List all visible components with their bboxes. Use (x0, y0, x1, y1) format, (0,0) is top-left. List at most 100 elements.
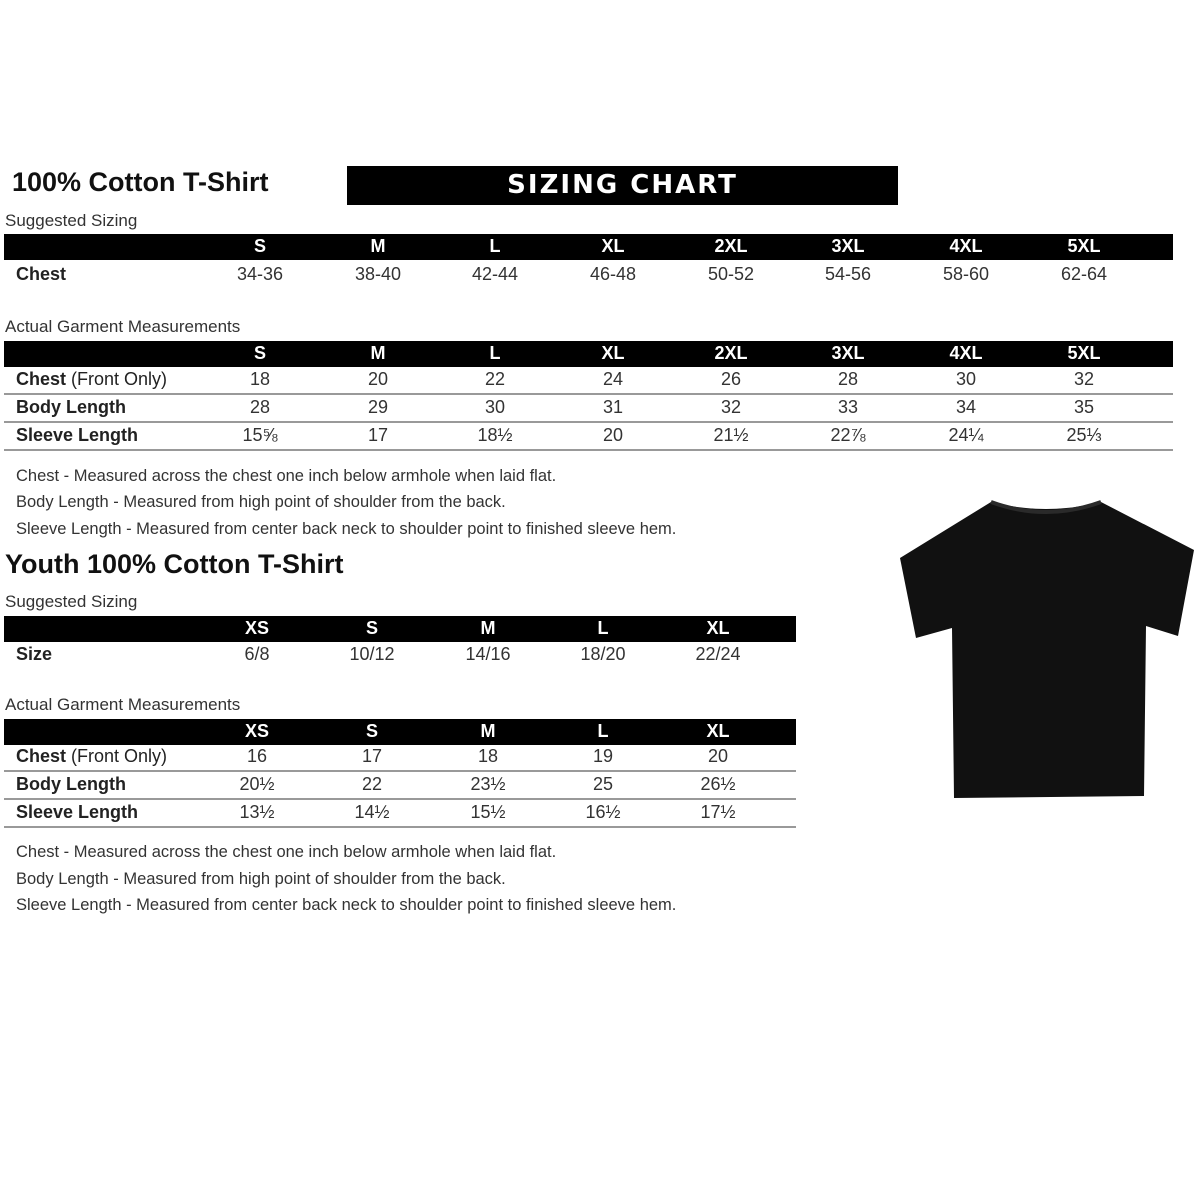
adult-suggested-size-header: 3XL (831, 236, 865, 256)
youth-suggested-cell: 22/24 (695, 644, 741, 664)
row-label-text: Chest (16, 369, 67, 389)
youth-actual-cell: 26½ (700, 774, 736, 794)
youth-actual-size-header: L (597, 721, 609, 741)
adult-suggested-size-header: S (253, 236, 267, 256)
adult-actual-cell: 20 (602, 425, 624, 445)
adult-suggested-cell: 54-56 (824, 264, 872, 284)
adult-suggested-header-bar (4, 234, 1173, 260)
adult-actual-cell: 24 (602, 369, 624, 389)
adult-actual-row-label: Sleeve Length (16, 425, 138, 446)
youth-suggested-row-label: Size (16, 644, 52, 665)
adult-suggested-size-header: 5XL (1067, 236, 1101, 256)
adult-actual-cell: 28 (837, 369, 859, 389)
youth-suggested-size-header: XS (244, 618, 270, 638)
adult-actual-cell: 32 (720, 397, 742, 417)
row-label-text: Chest (16, 264, 67, 284)
adult-actual-cell: 26 (720, 369, 742, 389)
adult-actual-cell: 35 (1073, 397, 1095, 417)
adult-suggested-size-header: M (370, 236, 386, 256)
adult-actual-size-header: M (370, 343, 386, 363)
row-label-text: Size (16, 644, 53, 664)
adult-suggested-cell: 34-36 (236, 264, 284, 284)
adult-actual-label: Actual Garment Measurements (5, 317, 241, 336)
youth-actual-size-header: M (480, 721, 496, 741)
youth-title: Youth 100% Cotton T-Shirt (5, 549, 344, 579)
adult-actual-cell: 28 (249, 397, 271, 417)
adult-suggested-cell: 58-60 (942, 264, 990, 284)
youth-actual-cell: 13½ (239, 802, 275, 822)
youth-suggested-size-header: S (365, 618, 379, 638)
adult-actual-cell: 31 (602, 397, 624, 417)
adult-actual-cell: 22⅞ (830, 425, 866, 445)
row-label-text: Sleeve Length (16, 802, 139, 822)
youth-actual-header-bar (4, 719, 796, 745)
row-label-suffix: (Front Only) (66, 369, 168, 389)
youth-suggested-size-header: L (597, 618, 609, 638)
youth-actual-size-header: S (365, 721, 379, 741)
youth-actual-cell: 18 (477, 746, 499, 766)
adult-suggested-cell: 42-44 (471, 264, 519, 284)
youth-actual-cell: 16½ (585, 802, 621, 822)
adult-suggested-label: Suggested Sizing (5, 211, 138, 230)
youth-actual-label: Actual Garment Measurements (5, 695, 241, 714)
youth-actual-cell: 22 (361, 774, 383, 794)
adult-actual-cell: 18½ (477, 425, 513, 445)
youth-actual-size-header: XS (244, 721, 270, 741)
adult-actual-row-label: Chest (Front Only) (16, 369, 167, 390)
youth-actual-cell: 19 (592, 746, 614, 766)
adult-suggested-cell: 50-52 (707, 264, 755, 284)
adult-actual-size-header: XL (601, 343, 625, 363)
youth-actual-cell: 20 (707, 746, 729, 766)
adult-actual-cell: 15⅝ (242, 425, 278, 445)
adult-actual-cell: 25⅓ (1066, 425, 1102, 445)
row-label-text: Body Length (16, 397, 126, 417)
row-label-text: Sleeve Length (16, 425, 139, 445)
adult-actual-cell: 20 (367, 369, 389, 389)
row-label-text: Chest (16, 746, 67, 766)
youth-actual-cell: 17½ (700, 802, 736, 822)
youth-note: Sleeve Length - Measured from center bac… (16, 896, 677, 914)
youth-actual-row-label: Body Length (16, 774, 126, 795)
adult-note: Sleeve Length - Measured from center bac… (16, 520, 677, 538)
youth-actual-row-rule (4, 798, 796, 800)
adult-actual-row-rule (4, 393, 1173, 395)
row-label-text: Body Length (16, 774, 126, 794)
youth-actual-row-label: Sleeve Length (16, 802, 138, 823)
adult-actual-cell: 34 (955, 397, 977, 417)
youth-suggested-header-bar (4, 616, 796, 642)
adult-actual-cell: 32 (1073, 369, 1095, 389)
adult-suggested-size-header: XL (601, 236, 625, 256)
youth-suggested-size-header: XL (706, 618, 730, 638)
adult-actual-size-header: 2XL (714, 343, 748, 363)
adult-actual-header-bar (4, 341, 1173, 367)
youth-note: Chest - Measured across the chest one in… (16, 843, 557, 861)
youth-actual-cell: 17 (361, 746, 383, 766)
adult-suggested-size-header: 4XL (949, 236, 983, 256)
adult-actual-row-label: Body Length (16, 397, 126, 418)
youth-suggested-size-header: M (480, 618, 496, 638)
youth-actual-row-rule (4, 770, 796, 772)
adult-suggested-size-header: 2XL (714, 236, 748, 256)
youth-actual-cell: 23½ (470, 774, 506, 794)
sizing-chart-banner: SIZING CHART (347, 166, 898, 205)
adult-suggested-cell: 62-64 (1060, 264, 1108, 284)
youth-actual-row-rule (4, 826, 796, 828)
adult-actual-row-rule (4, 449, 1173, 451)
adult-actual-row-rule (4, 421, 1173, 423)
adult-actual-cell: 30 (484, 397, 506, 417)
adult-actual-cell: 24¼ (948, 425, 984, 445)
youth-suggested-cell: 6/8 (244, 644, 270, 664)
youth-suggested-label: Suggested Sizing (5, 592, 138, 611)
youth-actual-row-label: Chest (Front Only) (16, 746, 167, 767)
adult-actual-size-header: 3XL (831, 343, 865, 363)
youth-actual-size-header: XL (706, 721, 730, 741)
adult-suggested-size-header: L (489, 236, 501, 256)
youth-actual-cell: 15½ (470, 802, 506, 822)
youth-suggested-cell: 10/12 (349, 644, 395, 664)
adult-actual-cell: 33 (837, 397, 859, 417)
youth-suggested-cell: 14/16 (465, 644, 511, 664)
youth-actual-cell: 16 (246, 746, 268, 766)
youth-actual-cell: 14½ (354, 802, 390, 822)
youth-note: Body Length - Measured from high point o… (16, 870, 506, 888)
